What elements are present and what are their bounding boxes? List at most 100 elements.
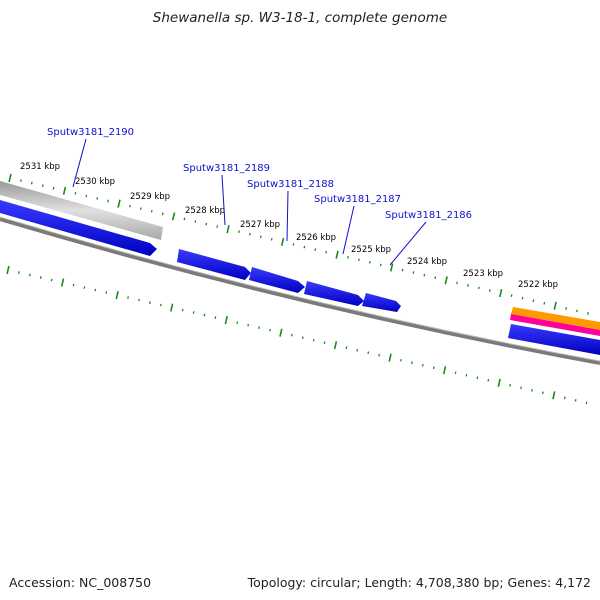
scale-tick: [576, 309, 578, 313]
scale-tick: [587, 312, 589, 315]
scale-tick: [442, 366, 447, 375]
gene-label-leader: [221, 174, 226, 226]
scale-tick: [553, 301, 557, 310]
gene-arrow[interactable]: [249, 267, 305, 293]
scale-tick: [181, 308, 184, 312]
scale-tick: [194, 220, 197, 223]
kbp-label: 2525 kbp: [351, 245, 391, 255]
scale-tick: [259, 235, 262, 239]
scale-tick: [312, 338, 315, 342]
scale-tick: [347, 255, 349, 259]
scale-tick: [280, 237, 285, 246]
gene-label[interactable]: Sputw3181_2186: [385, 210, 472, 221]
gene-labels: Sputw3181_2190 Sputw3181_2189 Sputw3181_…: [47, 127, 472, 266]
scale-tick: [410, 361, 413, 365]
scale-tick: [138, 298, 140, 302]
kbp-label: 2531 kbp: [20, 162, 60, 172]
kbp-label: 2528 kbp: [185, 206, 225, 216]
kbp-label: 2524 kbp: [407, 257, 447, 267]
scale-tick: [96, 197, 99, 200]
scale-tick: [378, 353, 381, 357]
scale-tick: [499, 289, 503, 298]
kbp-label: 2523 kbp: [463, 269, 503, 279]
scale-tick: [238, 230, 240, 234]
scale-tick: [563, 396, 566, 400]
scale-tick: [170, 303, 174, 312]
scale-tick: [74, 192, 77, 195]
scale-tick: [552, 391, 556, 400]
scale-tick: [333, 341, 338, 350]
scale-tick: [94, 288, 97, 292]
scale-tick: [541, 391, 544, 395]
scale-tick: [531, 388, 533, 392]
scale-tick: [358, 258, 360, 262]
scale-tick: [345, 346, 348, 350]
scale-tick: [423, 273, 426, 277]
kbp-label: 2527 kbp: [240, 220, 280, 230]
gene-arrow[interactable]: [508, 324, 600, 355]
outer-scale-ticks: [8, 173, 589, 315]
scale-tick: [454, 371, 457, 375]
kbp-label: 2522 kbp: [518, 280, 558, 290]
scale-tick: [543, 301, 546, 305]
scale-tick: [335, 250, 339, 259]
gene-label[interactable]: Sputw3181_2189: [183, 163, 270, 174]
scale-tick: [117, 199, 121, 208]
gene-arrow[interactable]: [362, 293, 401, 312]
scale-tick: [139, 207, 142, 211]
scale-tick: [247, 323, 250, 327]
genome-summary-text: Topology: circular; Length: 4,708,380 bp…: [247, 575, 591, 590]
scale-tick: [183, 217, 186, 221]
gene-label[interactable]: Sputw3181_2190: [47, 127, 134, 138]
scale-tick: [421, 363, 424, 367]
scale-tick: [60, 278, 65, 287]
scale-tick: [520, 386, 522, 390]
scale-tick: [467, 284, 469, 287]
scale-tick: [8, 173, 12, 183]
scale-tick: [269, 328, 271, 332]
scale-tick: [192, 311, 195, 314]
scale-tick: [6, 265, 10, 275]
scale-tick: [62, 186, 67, 195]
gene-label[interactable]: Sputw3181_2188: [247, 179, 334, 190]
scale-tick: [161, 212, 164, 216]
accession-text: Accession: NC_008750: [9, 575, 152, 590]
scale-tick: [401, 268, 404, 272]
scale-tick: [216, 225, 219, 228]
kbp-label: 2526 kbp: [296, 233, 336, 243]
scale-tick: [236, 321, 239, 324]
scale-tick: [52, 186, 55, 190]
scale-tick: [314, 248, 317, 251]
scale-tick: [50, 278, 53, 282]
scale-tick: [279, 328, 283, 337]
gene-label-leader: [286, 190, 289, 242]
gene-arrow[interactable]: [177, 249, 251, 280]
gene-label-leader: [389, 221, 427, 266]
scale-tick: [389, 263, 394, 272]
gene-arrow[interactable]: [0, 200, 157, 256]
scale-tick: [270, 238, 273, 241]
scale-tick: [574, 399, 577, 402]
scale-tick: [456, 281, 458, 285]
scale-tick: [465, 373, 468, 377]
gene-arrow[interactable]: [304, 281, 364, 306]
scale-tick: [171, 212, 176, 221]
scale-tick: [510, 294, 513, 297]
scale-tick: [368, 261, 371, 264]
kbp-labels: 2531 kbp 2530 kbp 2529 kbp 2528 kbp 2527…: [20, 162, 558, 290]
scale-tick: [509, 383, 512, 387]
scale-tick: [379, 263, 382, 267]
scale-tick: [30, 181, 33, 185]
gray-feature-track: [0, 181, 163, 240]
genome-backbone: [0, 217, 600, 365]
gene-label[interactable]: Sputw3181_2187: [314, 194, 401, 205]
genome-backbone-highlight: [0, 216, 600, 362]
scale-tick: [127, 296, 129, 299]
scale-tick: [488, 289, 491, 292]
scale-tick: [521, 296, 524, 300]
orange-feature-track: [511, 307, 600, 330]
scale-tick: [19, 179, 22, 182]
scale-tick: [444, 276, 448, 285]
scale-tick: [292, 243, 295, 246]
